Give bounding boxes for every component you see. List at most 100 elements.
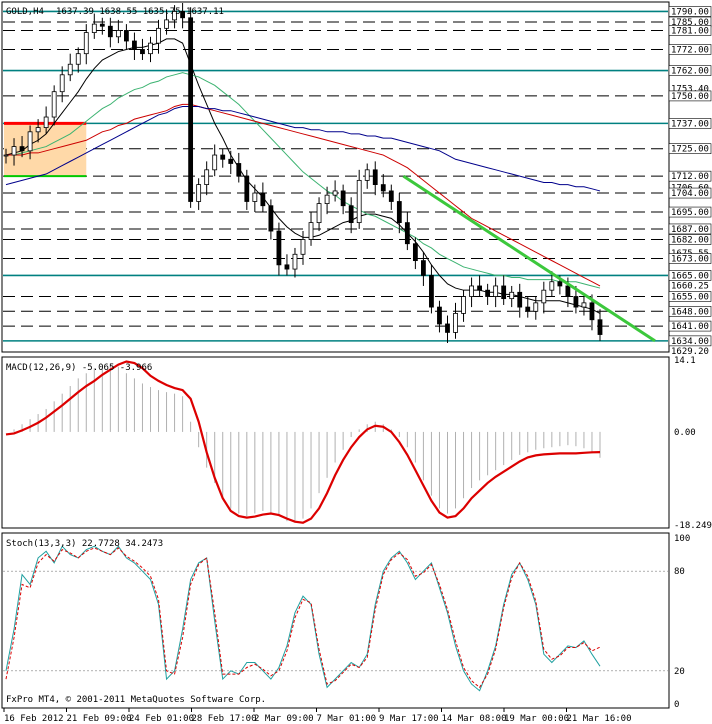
- bar-body: [308, 222, 314, 240]
- bar-body: [196, 184, 202, 202]
- bar-body: [356, 179, 362, 224]
- price-tick-label: 1725.00: [671, 145, 709, 155]
- bar-body: [3, 154, 9, 157]
- bar-body: [597, 319, 603, 335]
- bar-body: [67, 63, 73, 76]
- bar-body: [284, 264, 290, 270]
- bar-body: [509, 291, 515, 300]
- price-label-box: [668, 187, 712, 199]
- price-tick-label: 1634.00: [671, 337, 709, 347]
- price-tick-label: 1737.00: [671, 119, 709, 129]
- bar-body: [445, 323, 450, 333]
- bar-body: [525, 306, 531, 312]
- macd-tick-label: 14.1: [674, 356, 696, 366]
- stoch-panel-frame: [1, 532, 670, 709]
- bar-body: [332, 190, 338, 196]
- bar-body: [244, 175, 250, 202]
- price-tick-label: 1785.00: [671, 18, 709, 28]
- price-label-box: [668, 270, 712, 281]
- price-tick-label: 1641.00: [671, 322, 709, 332]
- price-tick-label: 1660.25: [671, 281, 709, 291]
- bar-body: [565, 285, 571, 297]
- bar-body: [421, 260, 426, 276]
- bar-body: [188, 17, 194, 202]
- stoch-tick-label: 80: [674, 567, 685, 577]
- price-tick-label: 1753.40: [671, 85, 709, 95]
- price-label-box: [668, 44, 712, 55]
- bar-body: [164, 19, 169, 29]
- bar-body: [437, 306, 442, 325]
- macd-tick-label: -18.249: [674, 521, 712, 531]
- price-label-box: [668, 25, 712, 36]
- price-tick-label: 1687.00: [671, 225, 709, 235]
- bar-body: [461, 296, 466, 314]
- time-tick-label: 21 Mar 16:00: [567, 714, 632, 724]
- bar-body: [99, 23, 105, 27]
- bar-body: [517, 291, 523, 308]
- bar-body: [268, 205, 274, 232]
- bar-body: [581, 302, 587, 308]
- bar-body: [124, 30, 129, 42]
- bar-body: [485, 289, 491, 297]
- stoch-panel-title: Stoch(13,3,3) 22.7728 34.2473: [6, 539, 163, 549]
- price-label-box: [668, 6, 712, 17]
- bar-body: [27, 131, 33, 152]
- bar-body: [292, 253, 298, 270]
- price-label-box: [668, 65, 712, 76]
- bar-body: [589, 302, 595, 321]
- ma_green-line: [6, 72, 601, 289]
- stoch-signal-line: [5, 547, 601, 689]
- price-label-box: [668, 234, 712, 245]
- time-tick-label: 7 Mar 01:00: [317, 714, 377, 724]
- stoch-plot: 100 80 20 0: [3, 534, 690, 710]
- price-tick-label: 1648.00: [671, 307, 709, 317]
- price-tick-label: 1772.00: [671, 45, 709, 55]
- stoch-main-line: [5, 545, 601, 692]
- bar-body: [324, 194, 330, 205]
- macd-signal-line: [5, 360, 601, 524]
- bar-body: [477, 285, 482, 291]
- macd-plot: 14.1 0.00 -18.249: [5, 356, 712, 531]
- price-label-box: [668, 118, 712, 129]
- price-label-box: [668, 306, 712, 317]
- bar-body: [75, 53, 81, 65]
- price-bars: [3, 3, 603, 343]
- bar-body: [533, 302, 539, 312]
- bar-body: [107, 25, 113, 38]
- price-panel-frame: [1, 1, 670, 353]
- bar-body: [364, 169, 370, 181]
- price-tick-label: 1655.00: [671, 293, 709, 303]
- price-label-box: [668, 320, 712, 332]
- bar-body: [541, 289, 547, 304]
- bar-body: [372, 169, 378, 186]
- footer-copyright: FxPro MT4, © 2001-2011 MetaQuotes Softwa…: [6, 695, 266, 705]
- bar-body: [43, 116, 49, 128]
- price-label-box: [668, 143, 712, 155]
- bar-body: [59, 74, 65, 93]
- time-tick-label: 28 Feb 17:00: [192, 714, 257, 724]
- bar-body: [148, 42, 153, 55]
- price-tick-label: 1790.00: [671, 7, 709, 17]
- bar-body: [300, 239, 306, 255]
- bar-body: [180, 11, 185, 19]
- stoch-tick-label: 20: [674, 667, 685, 677]
- bar-body: [172, 11, 177, 21]
- time-tick-label: 9 Mar 17:00: [379, 714, 439, 724]
- time-tick-label: 14 Mar 08:00: [442, 714, 507, 724]
- macd-panel-frame: [1, 356, 670, 529]
- macd-panel-title: MACD(12,26,9) -5.065 -3.966: [6, 363, 152, 373]
- stoch-tick-label: 100: [674, 534, 690, 544]
- bar-body: [220, 154, 226, 160]
- bar-body: [140, 49, 145, 55]
- bar-body: [429, 275, 434, 308]
- price-tick-label: 1695.00: [671, 208, 709, 218]
- time-tick-label: 21 Feb 09:00: [67, 714, 132, 724]
- bar-body: [212, 154, 218, 171]
- price-tick-label: 1704.00: [671, 189, 709, 199]
- bar-body: [204, 169, 210, 186]
- bar-body: [557, 281, 563, 287]
- bar-body: [132, 40, 137, 50]
- bar-body: [404, 222, 410, 245]
- time-tick-label: 24 Feb 01:00: [129, 714, 194, 724]
